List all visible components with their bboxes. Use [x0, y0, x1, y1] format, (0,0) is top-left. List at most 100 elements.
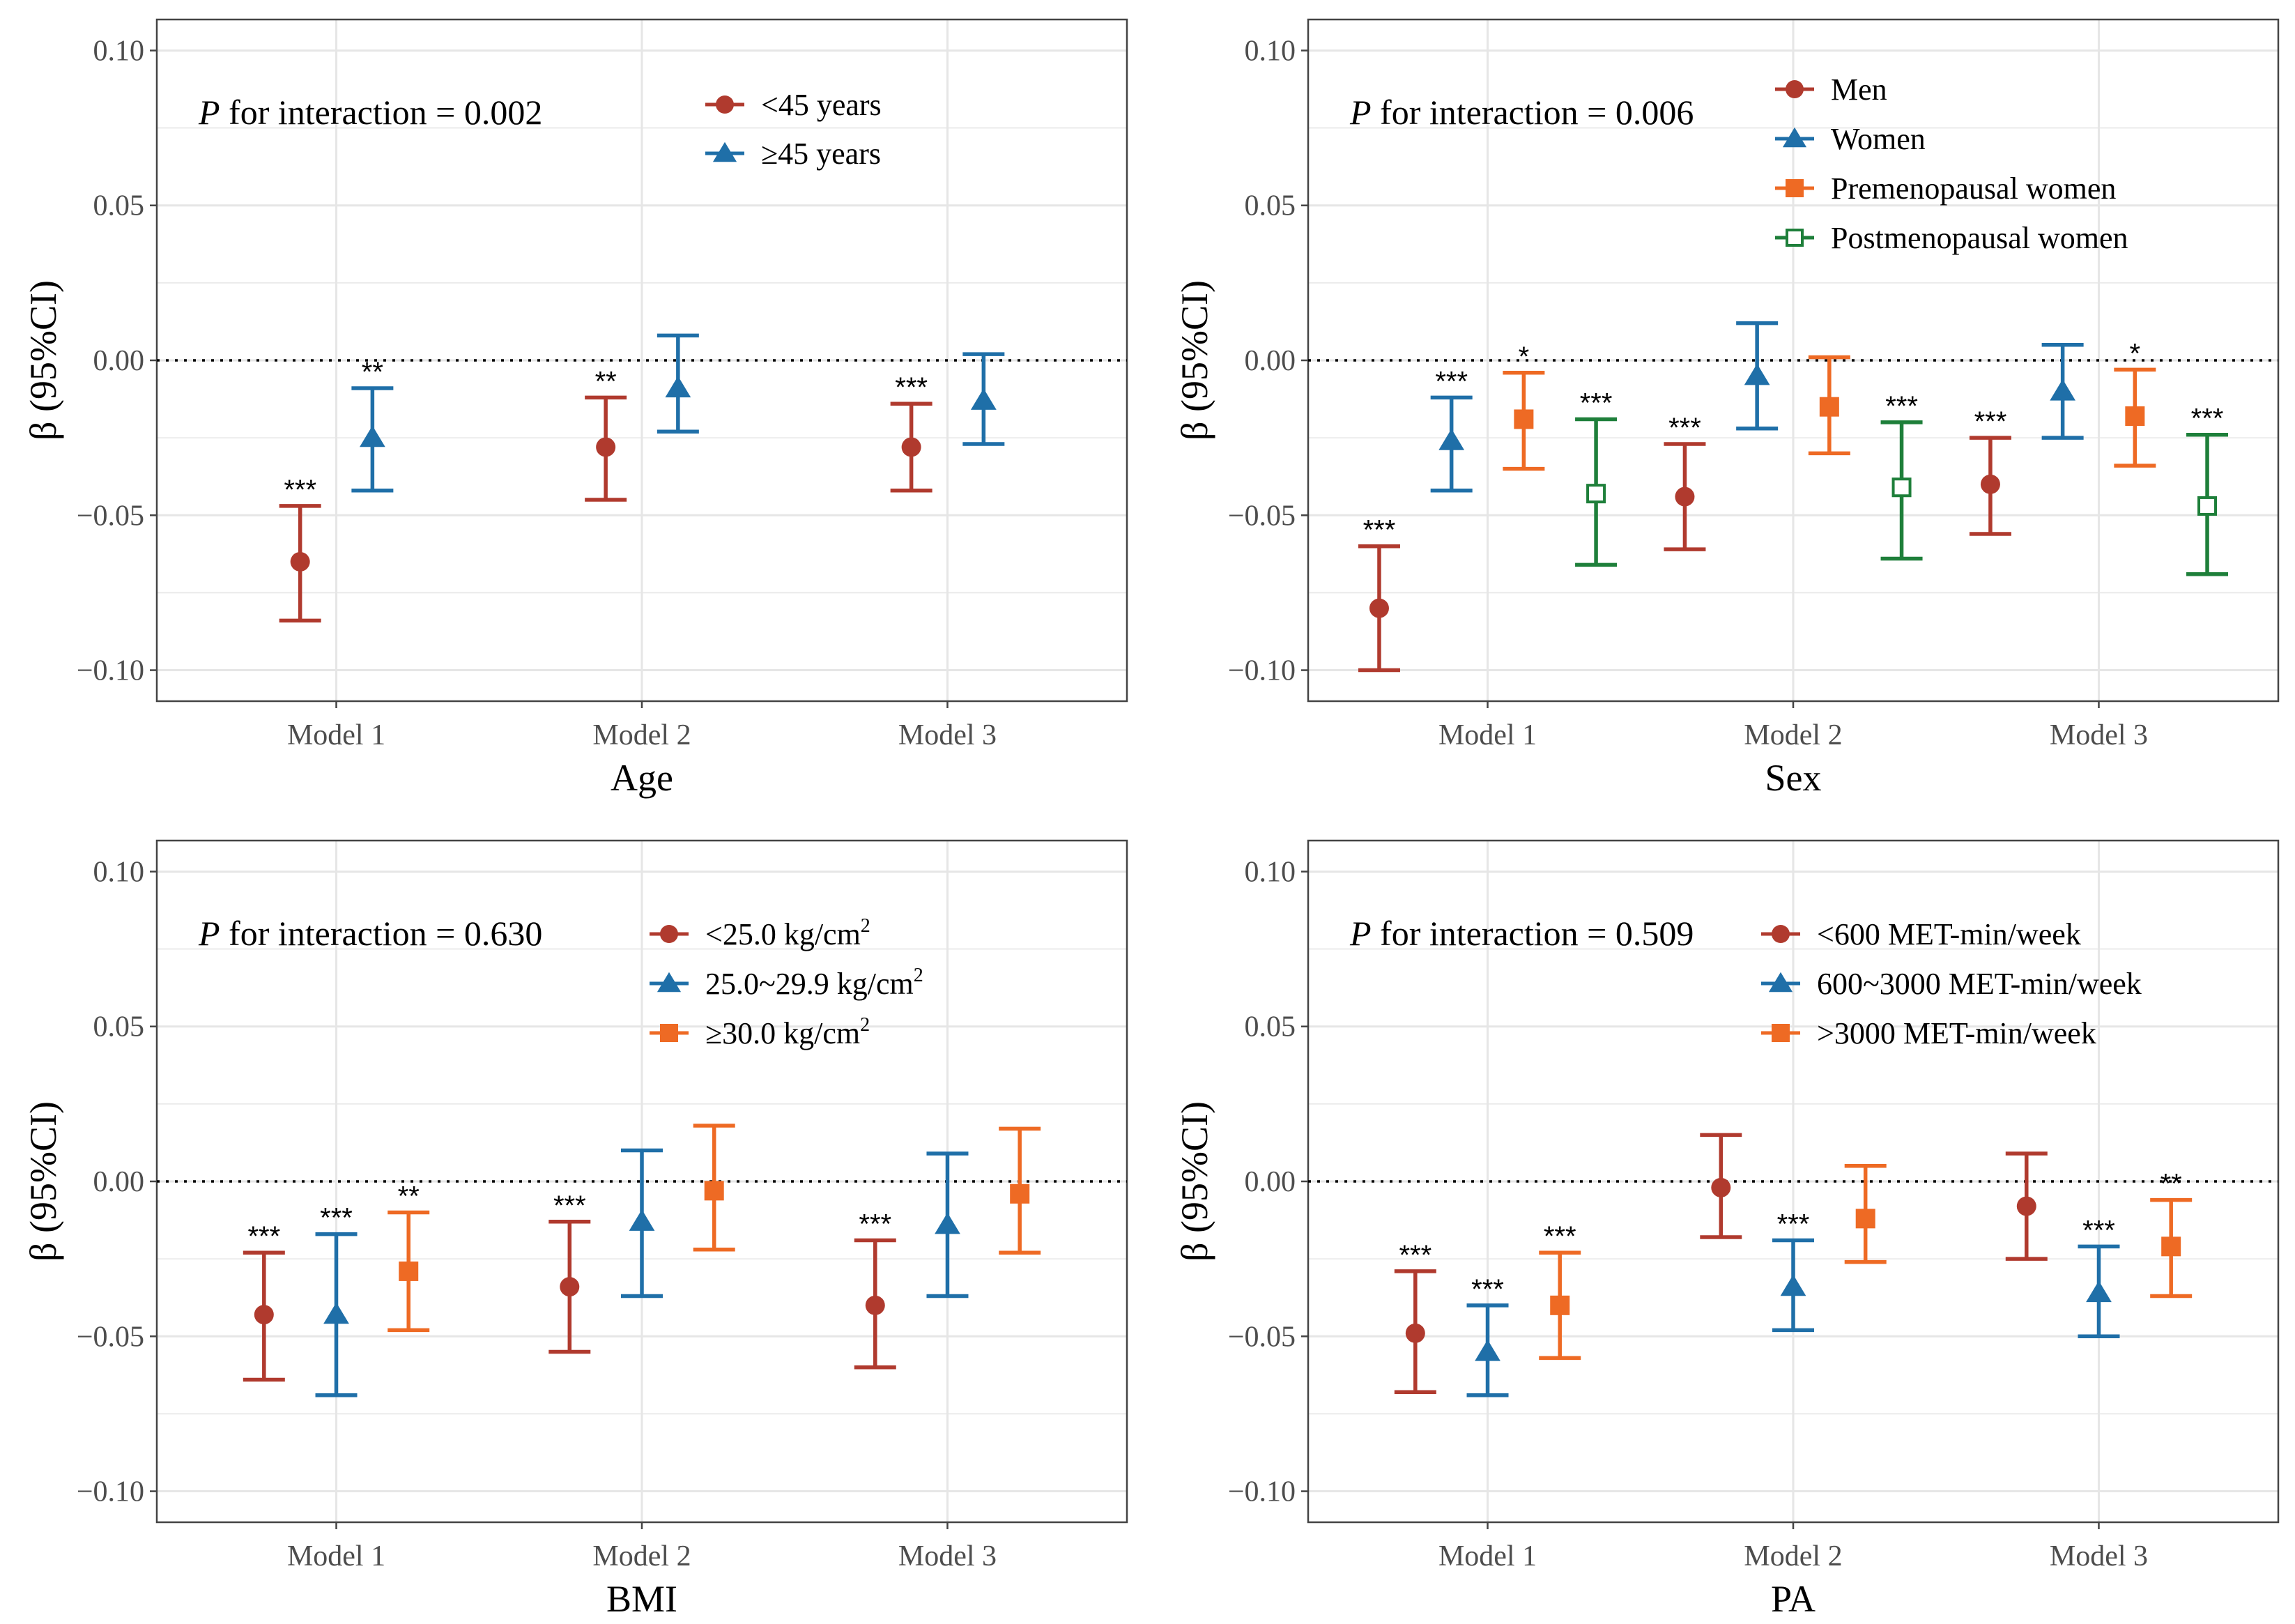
legend-item: Postmenopausal women	[1775, 221, 2128, 255]
y-tick-label: 0.10	[93, 35, 145, 67]
y-tick-label: 0.05	[93, 190, 145, 222]
x-axis-title: Age	[611, 757, 673, 799]
legend-item: >3000 MET-min/week	[1761, 1016, 2096, 1050]
data-point	[1675, 487, 1695, 507]
significance-label: *	[2130, 338, 2141, 369]
significance-label: ***	[2082, 1215, 2115, 1246]
panel-sex: 0.10 0.05 0.00 −0.05 −0.10 Model 1 Model 2 Mode…	[1174, 18, 2280, 799]
y-tick-label: −0.10	[1228, 1476, 1296, 1508]
y-tick-label: −0.10	[77, 655, 144, 687]
legend-item: 25.0~29.9 kg/cm2	[650, 965, 923, 1001]
significance-label: ***	[1777, 1209, 1810, 1239]
data-point	[1780, 1274, 1806, 1296]
series-0: ***	[1394, 1133, 2048, 1395]
p-rest: for interaction = 0.002	[220, 93, 543, 132]
y-tick-label: 0.10	[1245, 35, 1296, 67]
significance-label: ***	[1580, 388, 1613, 418]
x-tick-label: Model 3	[2050, 719, 2148, 751]
legend-label-text: <25.0 kg/cm	[705, 917, 861, 951]
data-point	[1855, 1209, 1875, 1229]
legend-key-marker	[1782, 127, 1807, 148]
p-italic: P	[1349, 914, 1372, 953]
significance-label: ***	[1885, 391, 1918, 422]
p-interaction-label: P for interaction = 0.630	[198, 914, 542, 953]
significance-label: ***	[1544, 1221, 1576, 1252]
series-0: *** *** ***	[243, 1190, 896, 1382]
series-2: *****	[1539, 1164, 2193, 1361]
data-point	[704, 1181, 724, 1201]
legend-label: 25.0~29.9 kg/cm2	[705, 965, 923, 1001]
panel-pa: 0.10 0.05 0.00 −0.05 −0.10 Model 1 Model 2 Mode…	[1174, 839, 2280, 1620]
gridlines	[1308, 841, 2278, 1522]
legend-label: 600~3000 MET-min/week	[1817, 967, 2142, 1001]
x-tick-label: Model 1	[287, 719, 385, 751]
legend-label-text: 25.0~29.9 kg/cm	[705, 967, 914, 1001]
y-tick-label: −0.10	[77, 1476, 144, 1508]
data-point	[290, 551, 310, 572]
significance-label: ***	[1471, 1274, 1504, 1305]
legend-item: Premenopausal women	[1775, 171, 2116, 206]
significance-label: ***	[1363, 515, 1396, 546]
significance-label: **	[362, 357, 383, 388]
legend-item: 600~3000 MET-min/week	[1761, 967, 2142, 1001]
x-axis-title: BMI	[606, 1578, 677, 1620]
legend-label-text: Women	[1831, 122, 1926, 156]
significance-label: *	[1519, 342, 1530, 372]
legend-label: Women	[1831, 122, 1926, 156]
legend: <600 MET-min/week 600~3000 MET-min/week >3…	[1761, 917, 2142, 1050]
data-point	[665, 376, 691, 398]
series-3: *** *** ***	[1575, 388, 2229, 576]
y-tick-label: 0.10	[1245, 856, 1296, 888]
data-point	[254, 1305, 274, 1325]
series-1: ***	[315, 1148, 969, 1397]
p-rest: for interaction = 0.630	[220, 914, 543, 953]
data-point	[1744, 363, 1770, 385]
p-italic: P	[198, 93, 220, 132]
legend-label: Premenopausal women	[1831, 171, 2116, 206]
significance-label: **	[595, 366, 617, 397]
data-point	[1369, 598, 1389, 618]
y-tick-label: −0.05	[77, 1321, 144, 1353]
x-tick-label: Model 2	[1744, 719, 1842, 751]
legend-label-text: Premenopausal women	[1831, 171, 2116, 206]
p-italic: P	[198, 914, 220, 953]
legend-item: ≥30.0 kg/cm2	[650, 1014, 870, 1050]
x-axis-title: PA	[1771, 1578, 1816, 1620]
legend-label: <25.0 kg/cm2	[705, 915, 870, 951]
legend-label-superscript: 2	[861, 915, 870, 937]
x-axis-title: Sex	[1765, 757, 1822, 799]
legend-label-text: <600 MET-min/week	[1817, 917, 2081, 951]
legend-label: <600 MET-min/week	[1817, 917, 2081, 951]
legend-label-text: ≥45 years	[761, 137, 881, 171]
data-point	[596, 437, 616, 457]
legend-key-marker	[1768, 972, 1793, 993]
y-axis-title: β (95%CI)	[1174, 280, 1215, 441]
y-tick-label: 0.05	[93, 1011, 145, 1043]
x-tick-label: Model 2	[592, 1540, 691, 1572]
panel-age: 0.10 0.05 0.00 −0.05 −0.10 Model 1 Model 2 Mode…	[22, 18, 1128, 799]
data-point	[1475, 1340, 1500, 1361]
significance-label: ***	[859, 1209, 891, 1239]
data-point	[1819, 397, 1839, 417]
y-axis-title: β (95%CI)	[1174, 1101, 1215, 1262]
significance-label: ***	[284, 475, 316, 505]
panel-bmi: 0.10 0.05 0.00 −0.05 −0.10 Model 1 Model 2 Mode…	[22, 839, 1128, 1620]
legend-label-superscript: 2	[860, 1014, 870, 1036]
data-point	[1438, 429, 1465, 450]
significance-label: ***	[1435, 366, 1468, 397]
data-point	[1980, 474, 2000, 494]
data-point	[1010, 1183, 1030, 1204]
series-0: ***** ***	[279, 366, 932, 623]
data-point	[1514, 409, 1534, 429]
legend-label-text: Men	[1831, 72, 1887, 107]
data-point	[629, 1209, 655, 1231]
x-tick-label: Model 3	[2050, 1540, 2148, 1572]
legend-label-text: Postmenopausal women	[1831, 221, 2128, 255]
legend-key-marker	[660, 925, 678, 943]
series-2: **	[387, 1124, 1041, 1333]
significance-label: ***	[553, 1190, 586, 1221]
significance-label: **	[2160, 1169, 2182, 1200]
significance-label: ***	[320, 1203, 353, 1234]
